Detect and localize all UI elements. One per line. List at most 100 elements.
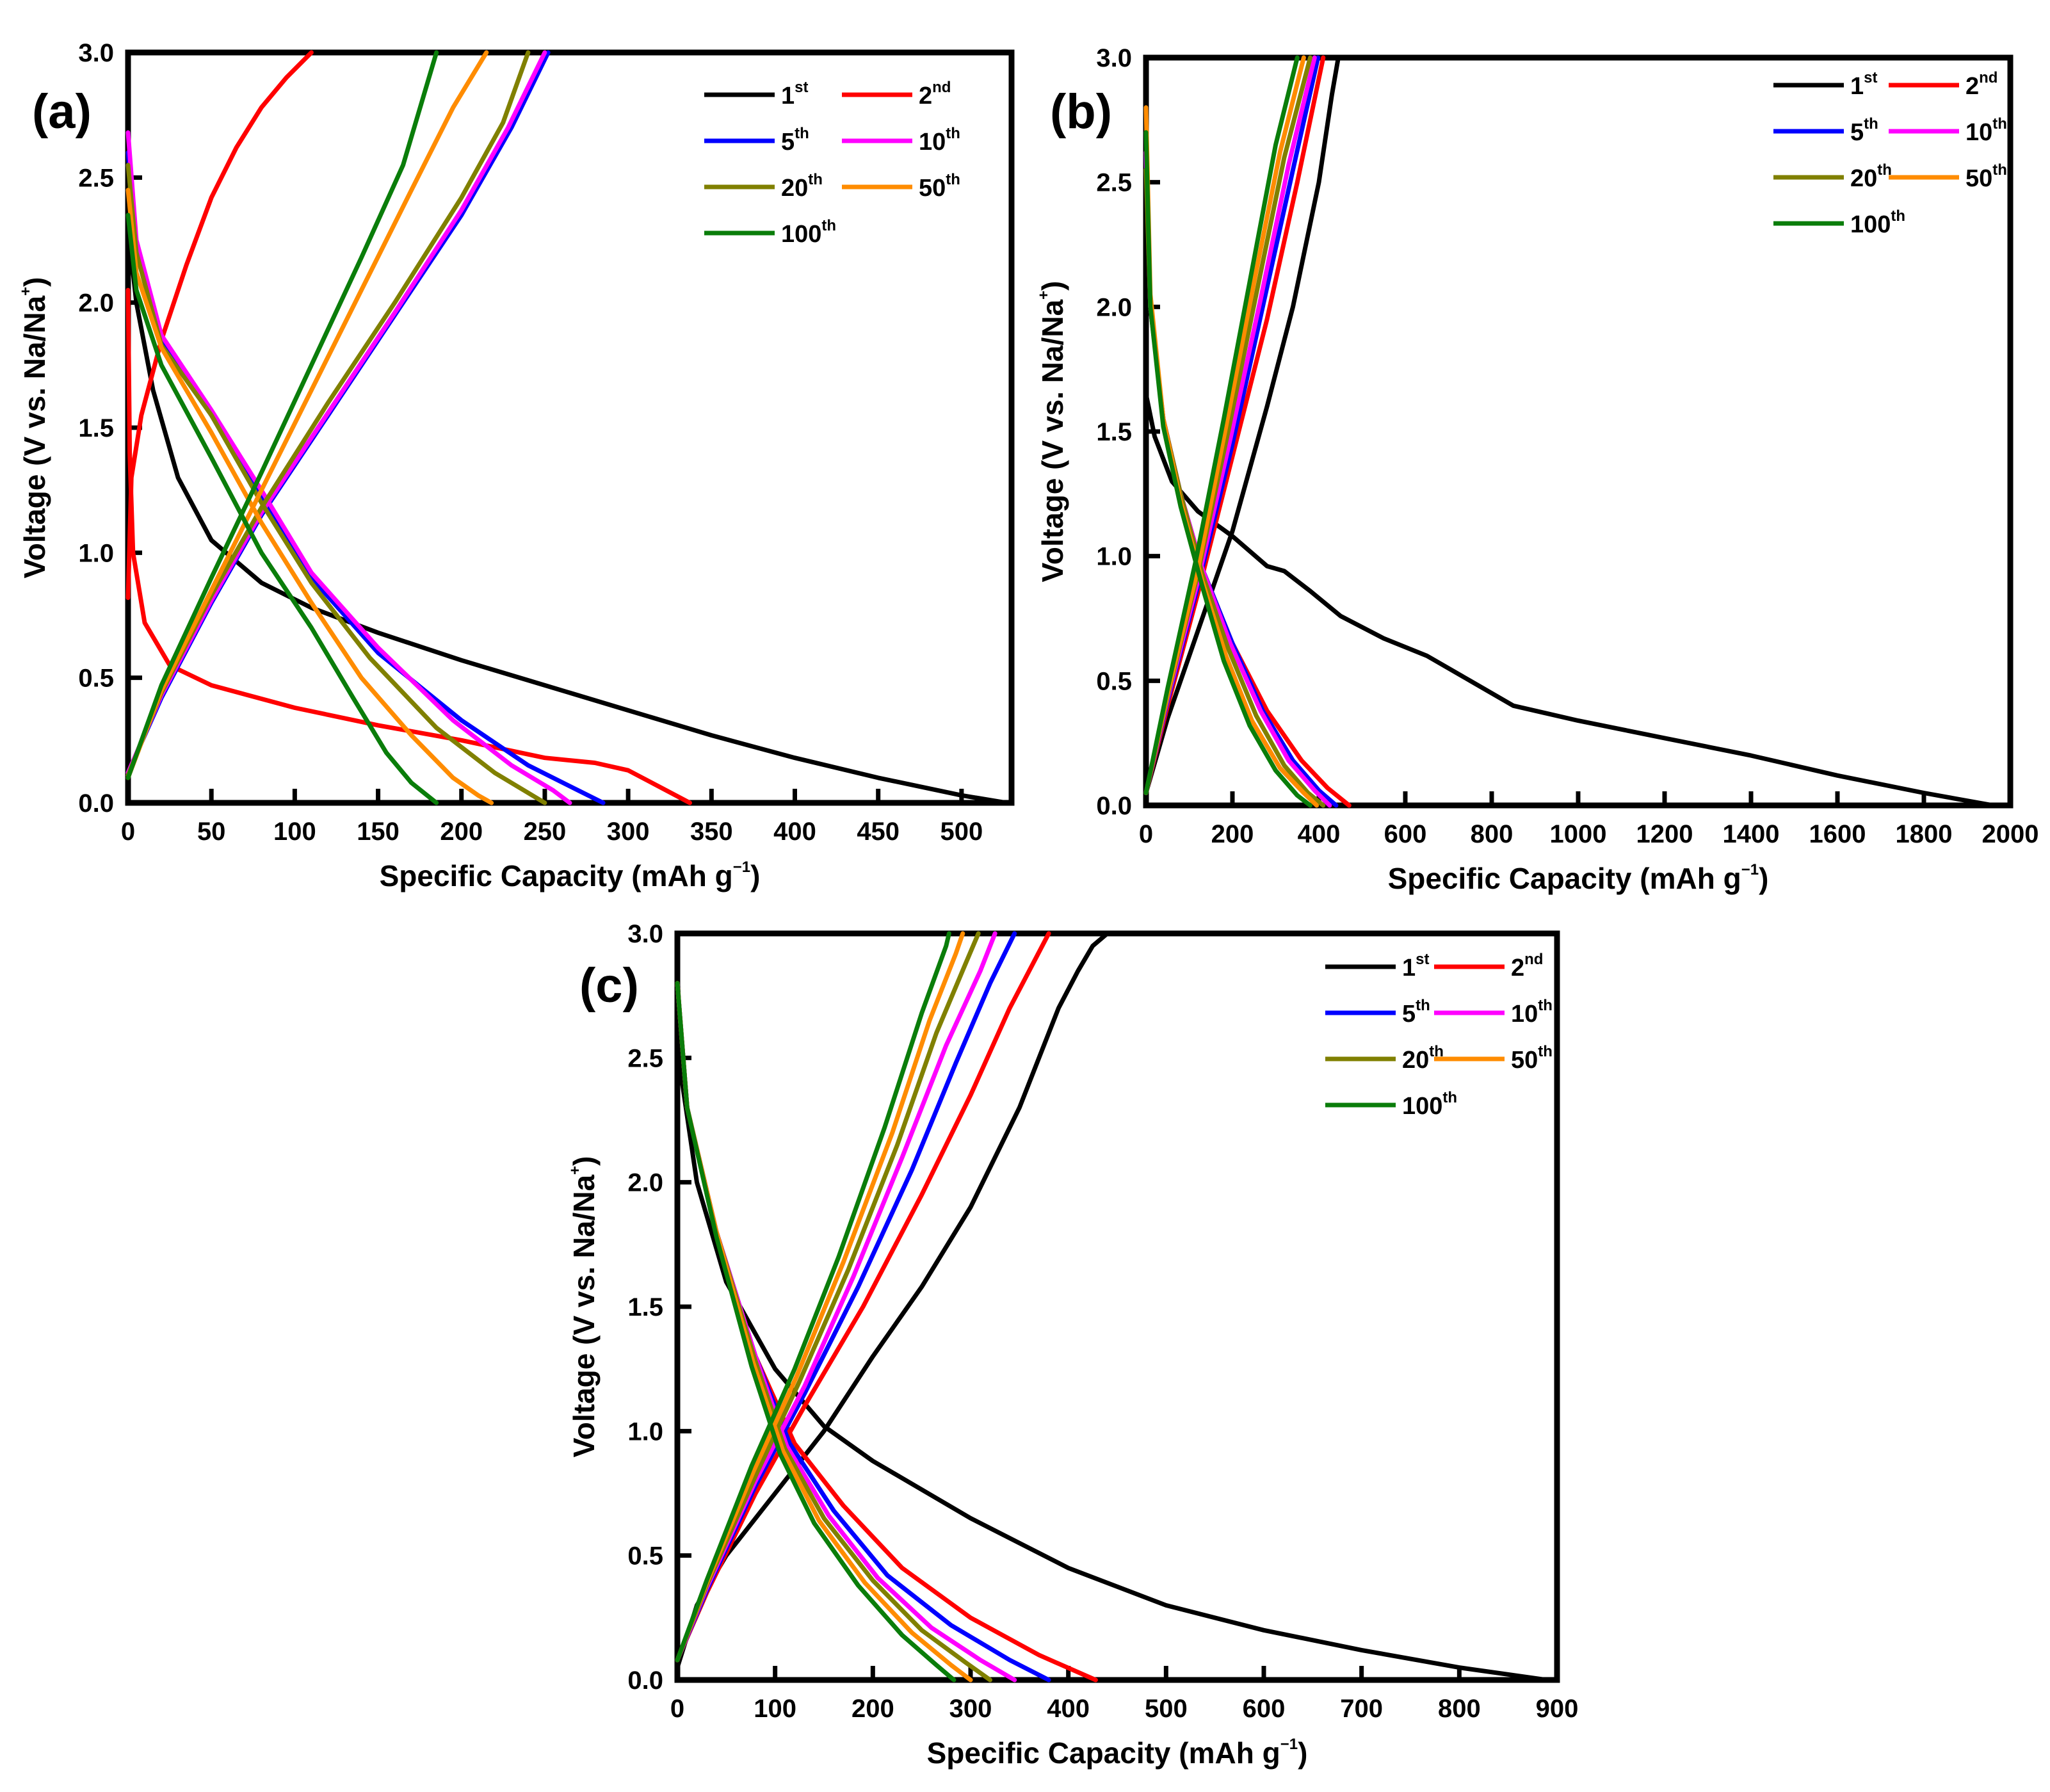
y-tick-label: 2.0 — [1096, 293, 1132, 321]
legend-entry: 1st — [1850, 69, 1877, 100]
legend-entry: 50th — [1511, 1043, 1553, 1074]
x-tick-label: 200 — [1211, 820, 1254, 848]
x-tick-label: 400 — [773, 818, 816, 846]
legend-entry: 100th — [781, 217, 836, 248]
x-tick-label: 100 — [273, 818, 316, 846]
legend-entry: 10th — [1511, 997, 1553, 1028]
series-1st-discharge-line — [125, 225, 1009, 805]
x-tick-label: 0 — [121, 818, 135, 846]
legend-entry: 1st — [781, 79, 808, 109]
panel-label: (b) — [1050, 85, 1112, 139]
y-tick-label: 2.0 — [78, 289, 114, 318]
y-tick-label: 0.0 — [1096, 792, 1132, 820]
series-100th-charge-line — [125, 50, 439, 780]
x-tick-label: 150 — [357, 818, 400, 846]
series-100th-discharge-line — [675, 981, 956, 1683]
series-20th-discharge-line — [125, 163, 547, 805]
y-tick-label: 1.5 — [1096, 418, 1132, 446]
x-tick-label: 200 — [440, 818, 483, 846]
x-tick-label: 0 — [670, 1695, 684, 1723]
x-tick-label: 1000 — [1550, 820, 1607, 848]
legend-entry: 20th — [1850, 161, 1892, 192]
x-axis-title: Specific Capacity (mAh g−1) — [380, 859, 761, 892]
legend-entry: 10th — [919, 125, 960, 156]
x-tick-label: 800 — [1438, 1695, 1481, 1723]
chart-panel-0: 0 50 100 150 200 250 300 350 400 450 500 0.0 0.5 1.0 1… — [17, 39, 1015, 892]
series-10th-discharge-line — [125, 130, 572, 805]
plot-frame — [674, 930, 1560, 1683]
chart-panel-1: 0 200 400 600 800 1000 1200 1400 1600 1800 2000 0.0… — [1035, 44, 2038, 895]
x-tick-label: 600 — [1384, 820, 1427, 848]
series-50th-discharge-line — [675, 981, 973, 1683]
x-tick-label: 2000 — [1982, 820, 2039, 848]
y-tick-label: 0.0 — [78, 789, 114, 818]
series-50th-discharge-line — [125, 188, 494, 805]
series-2nd-charge-line — [125, 50, 314, 601]
y-tick-label: 2.5 — [627, 1044, 663, 1072]
x-tick-label: 900 — [1536, 1695, 1579, 1723]
x-tick-label: 1400 — [1723, 820, 1780, 848]
legend-entry: 100th — [1402, 1089, 1457, 1120]
plot-frame — [125, 49, 1015, 806]
x-tick-label: 600 — [1243, 1695, 1286, 1723]
x-tick-label: 350 — [690, 818, 733, 846]
x-tick-label: 400 — [1047, 1695, 1090, 1723]
y-tick-label: 2.0 — [627, 1169, 663, 1197]
legend-entry: 10th — [1965, 115, 2007, 146]
legend: 1st 2nd 5th 10th 20th 50th 100th — [1325, 951, 1553, 1120]
x-tick-label: 1200 — [1636, 820, 1693, 848]
x-tick-label: 1600 — [1809, 820, 1866, 848]
x-tick-label: 200 — [851, 1695, 894, 1723]
series-100th-charge-line — [675, 931, 951, 1663]
y-tick-label: 3.0 — [1096, 44, 1132, 72]
panel-label: (c) — [579, 958, 639, 1013]
x-tick-label: 50 — [197, 818, 226, 846]
x-tick-label: 0 — [1139, 820, 1153, 848]
x-tick-label: 1800 — [1896, 820, 1953, 848]
series-5th-discharge-line — [675, 981, 1051, 1683]
legend-entry: 2nd — [1965, 69, 1998, 100]
legend: 1st 2nd 5th 10th 20th 50th 100th — [1773, 69, 2007, 238]
x-axis-title: Specific Capacity (mAh g−1) — [1388, 861, 1769, 895]
y-tick-label: 1.0 — [627, 1417, 663, 1446]
y-tick-label: 0.5 — [627, 1542, 663, 1570]
legend-entry: 20th — [781, 171, 823, 202]
legend-entry: 50th — [1965, 161, 2007, 192]
x-tick-label: 500 — [940, 818, 983, 846]
series-1st-discharge-line — [675, 968, 1550, 1683]
series-1st-discharge-line — [1143, 392, 1996, 808]
y-tick-label: 1.5 — [78, 414, 114, 442]
series-2nd-discharge-line — [125, 287, 692, 805]
y-tick-label: 1.0 — [78, 539, 114, 567]
legend-entry: 50th — [919, 171, 960, 202]
x-tick-label: 250 — [524, 818, 567, 846]
legend-entry: 5th — [1850, 115, 1878, 146]
y-tick-label: 1.0 — [1096, 543, 1132, 571]
legend-entry: 5th — [1402, 997, 1430, 1028]
x-tick-label: 800 — [1471, 820, 1513, 848]
x-tick-label: 300 — [607, 818, 650, 846]
chart-panel-2: 0 100 200 300 400 500 600 700 800 900 0.0 0.5 1.0 1.5… — [567, 920, 1578, 1770]
legend-entry: 2nd — [919, 79, 951, 109]
panel-label: (a) — [32, 85, 92, 139]
series-5th-charge-line — [125, 50, 551, 775]
y-axis-title: Voltage (V vs. Na/Na+) — [17, 277, 51, 579]
legend-entry: 1st — [1402, 951, 1429, 981]
y-axis-title: Voltage (V vs. Na/Na+) — [567, 1156, 601, 1458]
y-tick-label: 0.5 — [1096, 667, 1132, 695]
y-axis-title: Voltage (V vs. Na/Na+) — [1035, 281, 1069, 583]
legend-entry: 20th — [1402, 1043, 1444, 1074]
y-tick-label: 3.0 — [627, 920, 663, 948]
series-1st-charge-line — [1143, 55, 1341, 795]
series-100th-discharge-line — [1143, 130, 1312, 808]
y-tick-label: 0.0 — [627, 1667, 663, 1695]
x-tick-label: 300 — [949, 1695, 992, 1723]
x-tick-label: 400 — [1298, 820, 1341, 848]
y-tick-label: 3.0 — [78, 39, 114, 67]
series-50th-charge-line — [125, 50, 489, 780]
x-tick-label: 500 — [1145, 1695, 1188, 1723]
y-tick-label: 1.5 — [627, 1293, 663, 1321]
legend-entry: 5th — [781, 125, 809, 156]
y-tick-label: 2.5 — [1096, 169, 1132, 197]
